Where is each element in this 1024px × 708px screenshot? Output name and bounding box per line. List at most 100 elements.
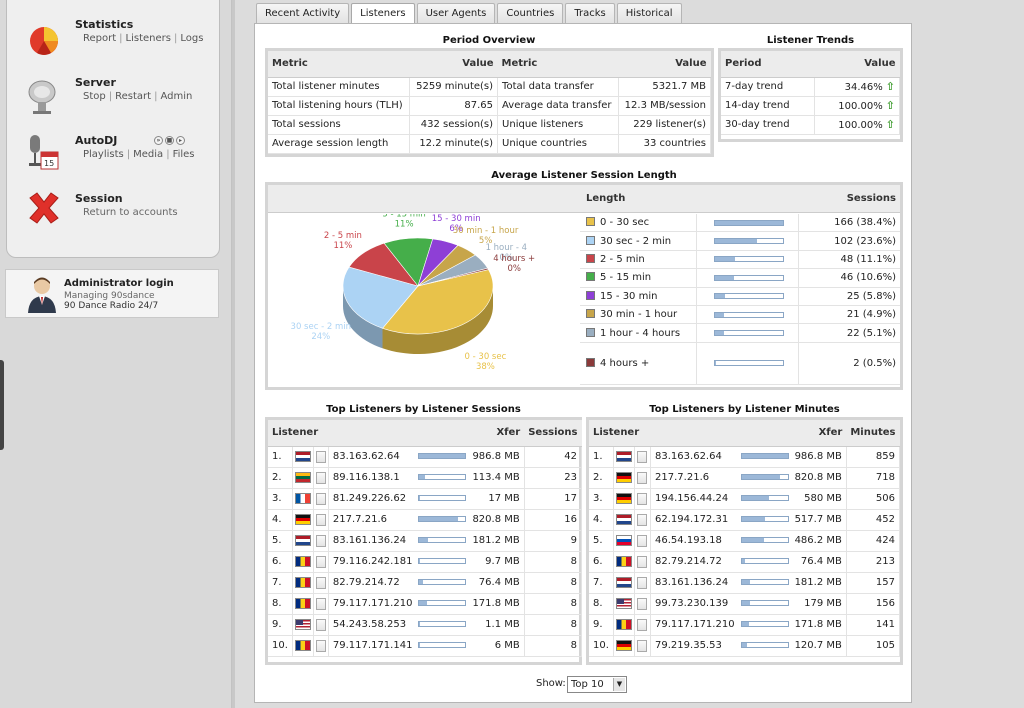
listener-row[interactable]: 10. 79.117.171.141 6 MB 8 <box>268 635 583 657</box>
info-icon[interactable] <box>315 555 326 568</box>
listener-ip[interactable]: 89.116.138.1 <box>328 467 417 489</box>
listener-row[interactable]: 4. 62.194.172.31 517.7 MB 452 <box>589 509 901 531</box>
rank: 2. <box>589 467 614 489</box>
nav-server[interactable]: Server Stop | Restart | Admin <box>25 74 215 124</box>
listener-ip[interactable]: 83.161.136.24 <box>650 572 739 594</box>
flag-ro-icon <box>294 639 311 651</box>
listener-row[interactable]: 10. 79.219.35.53 120.7 MB 105 <box>589 635 901 657</box>
listener-ip[interactable]: 79.117.171.210 <box>328 593 417 615</box>
nav-statistics[interactable]: Statistics Report | Listeners | Logs <box>25 16 215 66</box>
listener-row[interactable]: 5. 46.54.193.18 486.2 MB 424 <box>589 530 901 552</box>
listener-ip[interactable]: 79.117.171.141 <box>328 635 417 657</box>
tab-countries[interactable]: Countries <box>497 3 564 24</box>
listener-ip[interactable]: 54.243.58.253 <box>328 614 417 636</box>
listener-row[interactable]: 8. 99.73.230.139 179 MB 156 <box>589 593 901 615</box>
info-icon[interactable] <box>637 471 648 484</box>
info-icon[interactable] <box>637 618 648 631</box>
stop-icon[interactable]: ■ <box>165 136 174 145</box>
xfer-bar-cell <box>738 509 791 531</box>
listener-ip[interactable]: 79.116.242.181 <box>328 551 417 573</box>
listener-row[interactable]: 8. 79.117.171.210 171.8 MB 8 <box>268 593 583 615</box>
admin-login-box: Administrator login Managing 90sdance 90… <box>5 269 219 318</box>
link-restart[interactable]: Restart <box>115 91 152 102</box>
link-return-to-accounts[interactable]: Return to accounts <box>83 207 178 218</box>
tab-historical[interactable]: Historical <box>616 3 682 24</box>
link-files[interactable]: Files <box>172 149 195 160</box>
tab-listeners[interactable]: Listeners <box>351 3 415 25</box>
listener-ip[interactable]: 79.219.35.53 <box>650 635 739 657</box>
link-logs[interactable]: Logs <box>180 33 204 44</box>
link-media[interactable]: Media <box>133 149 164 160</box>
link-playlists[interactable]: Playlists <box>83 149 124 160</box>
period-row: Average session length 12.2 minute(s) Uniq… <box>268 134 712 154</box>
info-icon[interactable] <box>315 534 326 547</box>
listener-ip[interactable]: 83.163.62.64 <box>650 446 739 468</box>
link-report[interactable]: Report <box>83 33 117 44</box>
nav-autodj-links: Playlists | Media | Files <box>83 149 195 160</box>
listener-ip[interactable]: 82.79.214.72 <box>328 572 417 594</box>
info-icon[interactable] <box>315 597 326 610</box>
listener-row[interactable]: 3. 194.156.44.24 580 MB 506 <box>589 488 901 510</box>
info-icon[interactable] <box>637 639 648 652</box>
session-progress-fill <box>715 312 724 317</box>
skip-icon[interactable]: » <box>154 136 163 145</box>
info-icon[interactable] <box>637 555 648 568</box>
session-length-label: 5 - 15 min <box>600 272 652 284</box>
listener-row[interactable]: 3. 81.249.226.62 17 MB 17 <box>268 488 583 510</box>
info-icon[interactable] <box>315 576 326 589</box>
session-length-label: 30 sec - 2 min <box>600 235 672 247</box>
listener-row[interactable]: 9. 79.117.171.210 171.8 MB 141 <box>589 614 901 636</box>
listener-ip[interactable]: 82.79.214.72 <box>650 551 739 573</box>
tab-user-agents[interactable]: User Agents <box>416 3 496 24</box>
tab-tracks[interactable]: Tracks <box>565 3 615 24</box>
xfer-bar-fill <box>419 601 428 605</box>
side-handle[interactable] <box>0 360 4 450</box>
xfer-bar-fill <box>419 475 425 479</box>
show-select[interactable]: Top 10 ▼ <box>567 676 627 693</box>
nav-autodj[interactable]: 15 AutoDJ » ■ ▸ Playlists | Media | Files <box>25 132 215 182</box>
tab-recent-activity[interactable]: Recent Activity <box>256 3 350 24</box>
info-icon[interactable] <box>315 471 326 484</box>
listener-ip[interactable]: 217.7.21.6 <box>328 509 417 531</box>
info-icon[interactable] <box>315 639 326 652</box>
listener-row[interactable]: 2. 89.116.138.1 113.4 MB 23 <box>268 467 583 489</box>
listener-row[interactable]: 7. 83.161.136.24 181.2 MB 157 <box>589 572 901 594</box>
listener-row[interactable]: 6. 82.79.214.72 76.4 MB 213 <box>589 551 901 573</box>
metric-value: 12.2 minute(s) <box>409 134 499 154</box>
info-icon[interactable] <box>315 618 326 631</box>
info-icon[interactable] <box>637 513 648 526</box>
info-icon[interactable] <box>315 492 326 505</box>
listener-ip[interactable]: 83.163.62.64 <box>328 446 417 468</box>
link-admin[interactable]: Admin <box>160 91 193 102</box>
info-icon[interactable] <box>637 597 648 610</box>
listener-row[interactable]: 9. 54.243.58.253 1.1 MB 8 <box>268 614 583 636</box>
listener-row[interactable]: 1. 83.163.62.64 986.8 MB 859 <box>589 446 901 468</box>
info-icon[interactable] <box>315 450 326 463</box>
nav-session[interactable]: Session Return to accounts <box>25 190 215 240</box>
listener-row[interactable]: 4. 217.7.21.6 820.8 MB 16 <box>268 509 583 531</box>
info-icon[interactable] <box>637 534 648 547</box>
listener-ip[interactable]: 79.117.171.210 <box>650 614 739 636</box>
listener-row[interactable]: 5. 83.161.136.24 181.2 MB 9 <box>268 530 583 552</box>
info-icon[interactable] <box>637 576 648 589</box>
play-icon[interactable]: ▸ <box>176 136 185 145</box>
listener-ip[interactable]: 217.7.21.6 <box>650 467 739 489</box>
listener-ip[interactable]: 99.73.230.139 <box>650 593 739 615</box>
session-progress-bar <box>714 256 784 263</box>
listener-row[interactable]: 6. 79.116.242.181 9.7 MB 8 <box>268 551 583 573</box>
listener-row[interactable]: 2. 217.7.21.6 820.8 MB 718 <box>589 467 901 489</box>
listener-ip[interactable]: 83.161.136.24 <box>328 530 417 552</box>
info-icon[interactable] <box>315 513 326 526</box>
listener-ip[interactable]: 46.54.193.18 <box>650 530 739 552</box>
listener-row[interactable]: 1. 83.163.62.64 986.8 MB 42 <box>268 446 583 468</box>
rank: 9. <box>589 614 614 636</box>
col-trend-value: Value <box>814 51 900 78</box>
listener-row[interactable]: 7. 82.79.214.72 76.4 MB 8 <box>268 572 583 594</box>
listener-ip[interactable]: 62.194.172.31 <box>650 509 739 531</box>
link-stop[interactable]: Stop <box>83 91 106 102</box>
listener-ip[interactable]: 81.249.226.62 <box>328 488 417 510</box>
link-listeners[interactable]: Listeners <box>125 33 171 44</box>
info-icon[interactable] <box>637 492 648 505</box>
listener-ip[interactable]: 194.156.44.24 <box>650 488 739 510</box>
info-icon[interactable] <box>637 450 648 463</box>
